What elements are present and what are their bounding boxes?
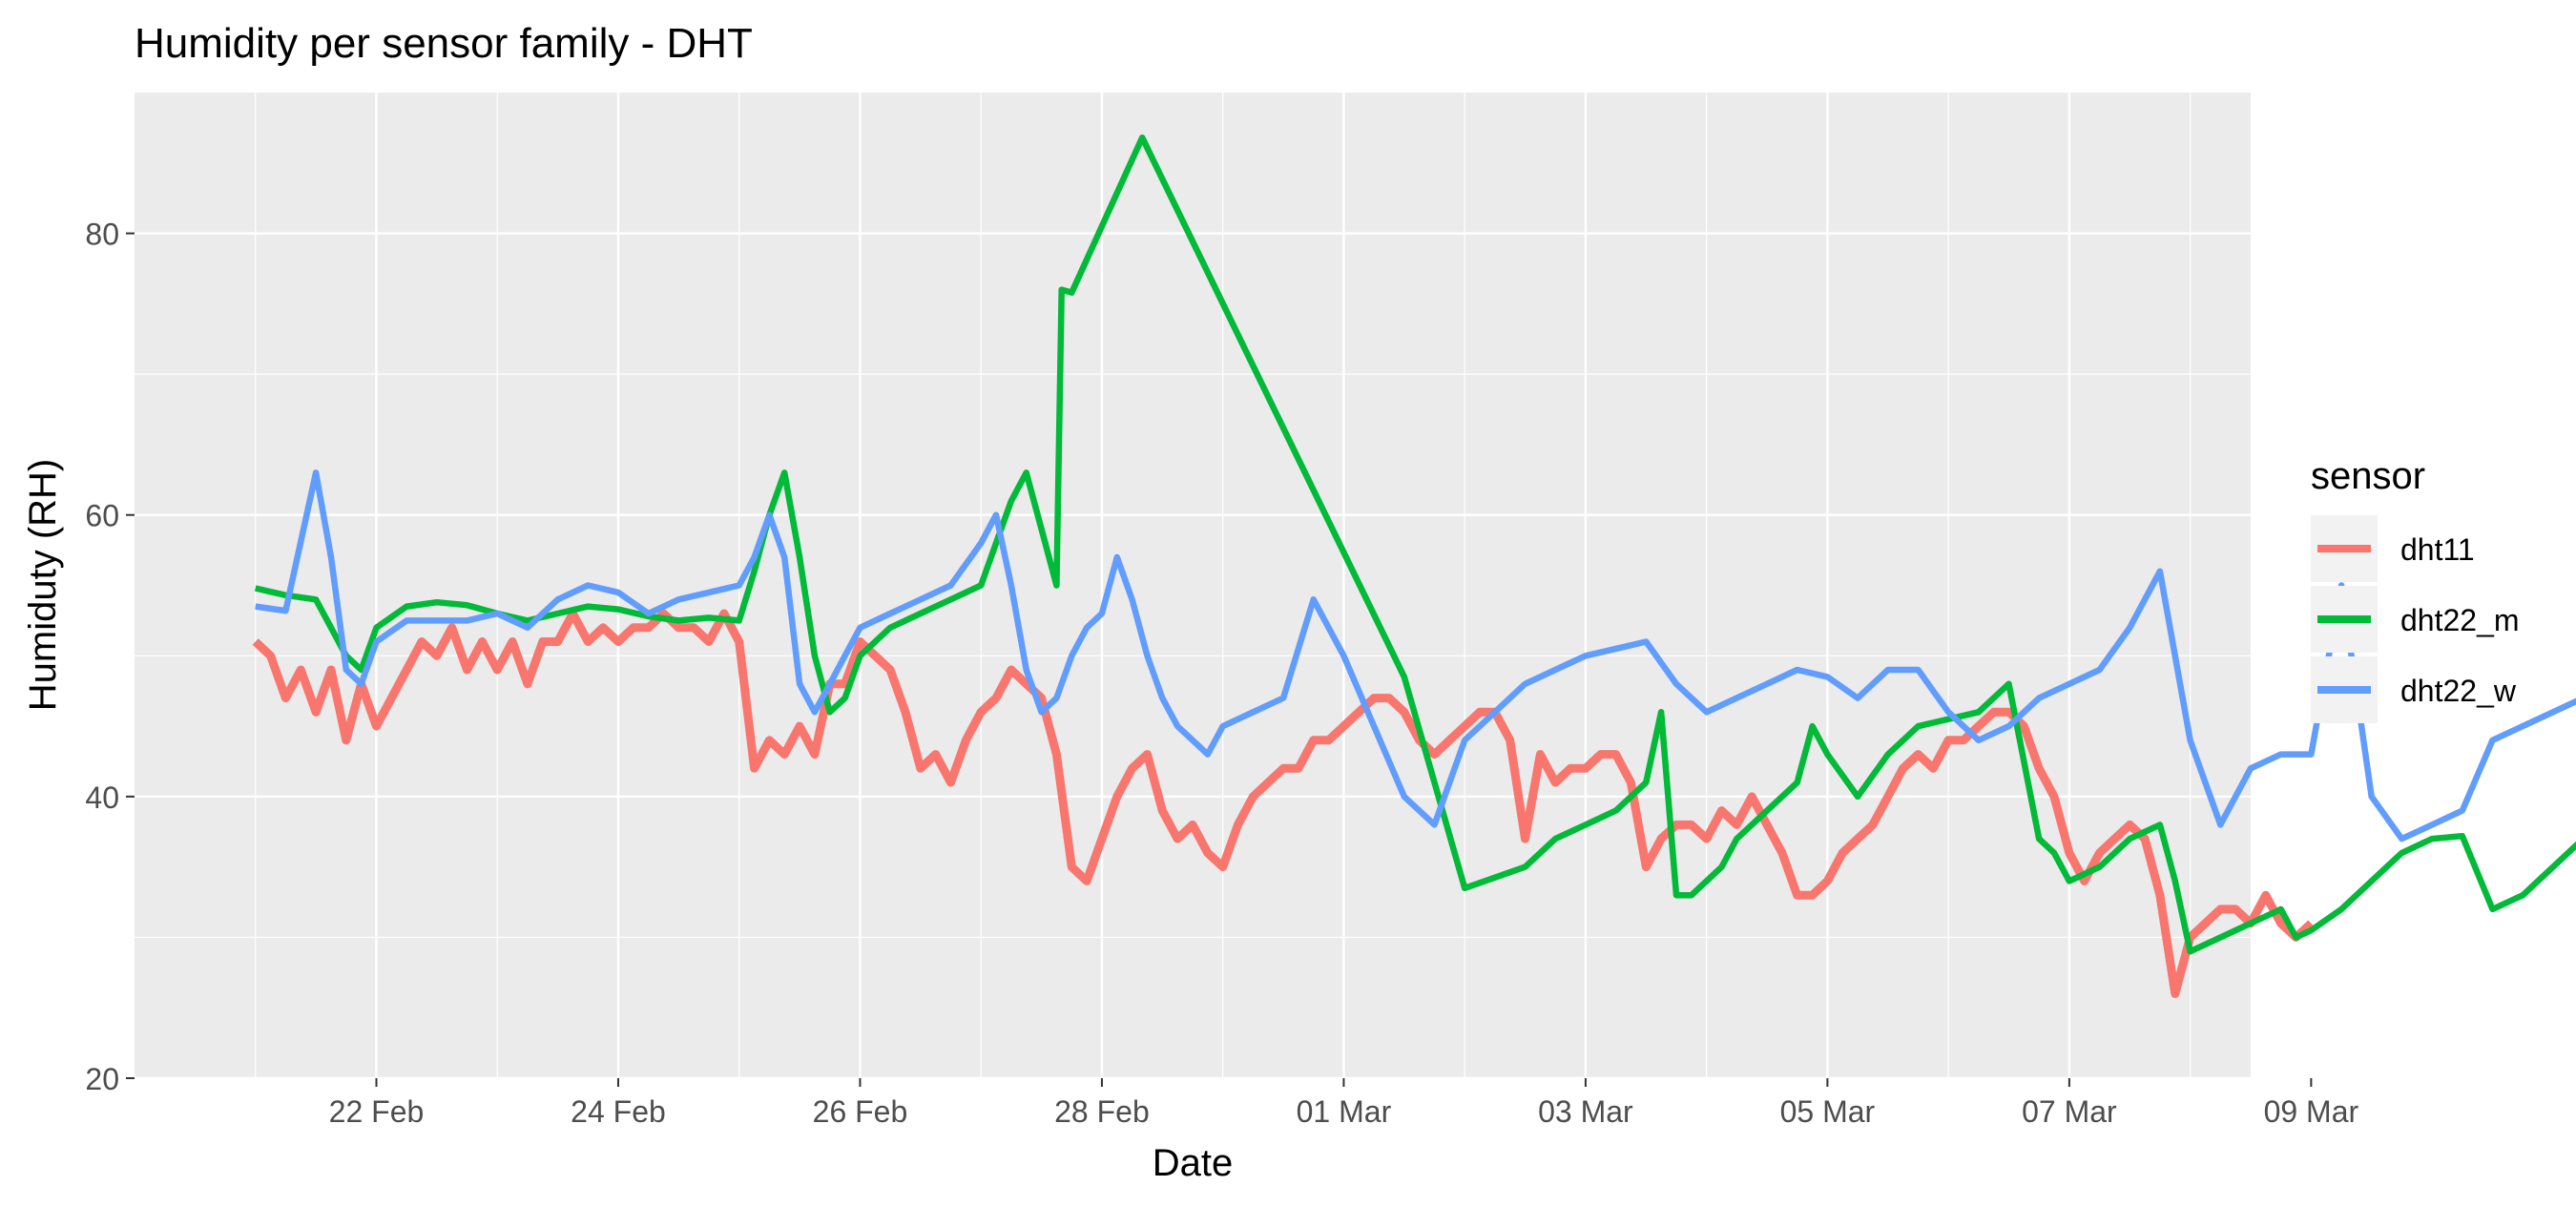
minor-gridlines [135,93,2251,1078]
x-tick-label: 26 Feb [813,1094,908,1129]
series-line-dht11 [252,609,2315,998]
legend: sensor dht11 dht22_m dht22_w [2311,455,2520,723]
chart-title: Humidity per sensor family - DHT [135,20,753,67]
y-axis-title: Humiduty (RH) [22,459,64,711]
x-tick-label: 24 Feb [571,1094,666,1129]
x-axis-title: Date [1153,1142,1234,1184]
legend-label: dht22_m [2400,603,2520,637]
series-line-dht22-w [255,469,2576,843]
x-tick-label: 07 Mar [2022,1094,2117,1129]
x-tick-label: 09 Mar [2264,1094,2359,1129]
legend-title: sensor [2311,455,2425,497]
legend-key-dht11 [2311,515,2378,582]
x-tick-label: 05 Mar [1780,1094,1876,1129]
y-tick-label: 60 [85,499,119,533]
legend-label: dht22_w [2400,674,2517,708]
y-axis: 20 40 60 80 [85,218,135,1096]
legend-key-dht22-w [2311,656,2378,723]
x-axis: 22 Feb 24 Feb 26 Feb 28 Feb 01 Mar 03 Mar 05 M… [329,1078,2359,1129]
x-tick-label: 03 Mar [1538,1094,1633,1129]
x-tick-label: 22 Feb [329,1094,425,1129]
legend-label: dht11 [2400,532,2475,567]
x-tick-label: 01 Mar [1297,1094,1392,1129]
x-tick-label: 28 Feb [1054,1094,1150,1129]
y-tick-label: 20 [85,1062,119,1096]
y-tick-label: 80 [85,218,119,252]
plot-panel [135,93,2251,1078]
major-gridlines [135,93,2313,1080]
series-layer [252,134,2576,998]
legend-key-dht22-m [2311,586,2378,653]
y-tick-label: 40 [85,780,119,815]
